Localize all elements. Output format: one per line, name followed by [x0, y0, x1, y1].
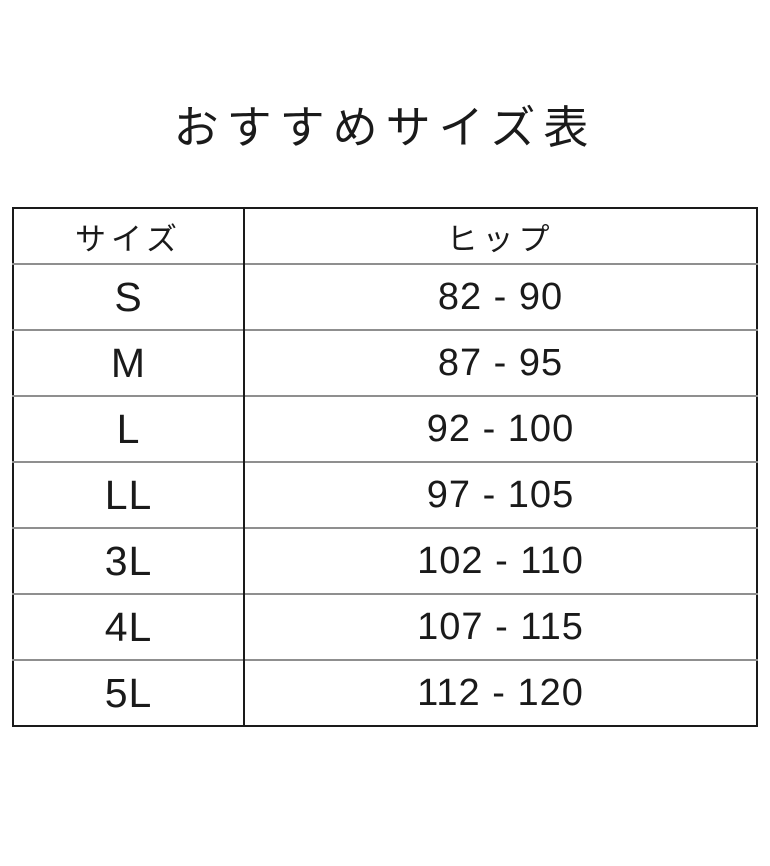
- table-row-m: M 87 - 95: [13, 329, 757, 396]
- table-row-3l: 3L 102 - 110: [13, 527, 757, 594]
- size-cell: L: [13, 395, 244, 462]
- size-chart-page: おすすめサイズ表 サイズ ヒップ S 82 - 90 M 87 - 95 L 9…: [0, 96, 770, 727]
- column-header-size: サイズ: [74, 221, 183, 257]
- hip-cell: 102 - 110: [243, 527, 757, 594]
- hip-cell: 82 - 90: [243, 263, 757, 330]
- size-cell: 4L: [13, 593, 244, 660]
- hip-cell: 112 - 120: [243, 659, 757, 726]
- page-title: おすすめサイズ表: [173, 102, 597, 153]
- hip-cell: 97 - 105: [243, 461, 757, 528]
- size-cell: 5L: [13, 659, 244, 726]
- size-cell: 3L: [13, 527, 244, 594]
- table-row-4l: 4L 107 - 115: [13, 593, 757, 660]
- size-table: サイズ ヒップ S 82 - 90 M 87 - 95 L 92 - 100 L…: [12, 207, 758, 727]
- size-cell: LL: [13, 461, 244, 528]
- table-row-l: L 92 - 100: [13, 395, 757, 462]
- hip-cell: 92 - 100: [243, 395, 757, 462]
- table-row-5l: 5L 112 - 120: [13, 659, 757, 726]
- hip-cell: 107 - 115: [243, 593, 757, 660]
- column-header-hip: ヒップ: [243, 208, 757, 264]
- hip-cell: 87 - 95: [243, 329, 757, 396]
- table-row-s: S 82 - 90: [13, 263, 757, 330]
- table-header-row: サイズ ヒップ: [13, 208, 757, 264]
- size-cell: S: [13, 263, 244, 330]
- size-cell: M: [13, 329, 244, 396]
- table-row-ll: LL 97 - 105: [13, 461, 757, 528]
